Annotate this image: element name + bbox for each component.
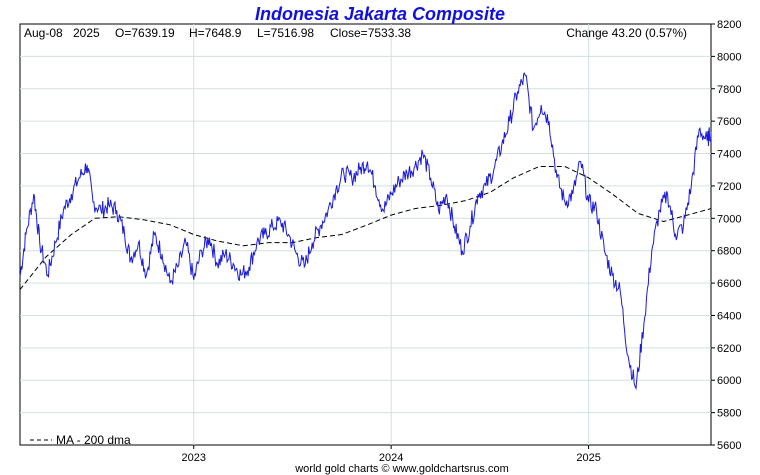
- price-line: [19, 72, 712, 391]
- info-close: Close=7533.38: [330, 26, 411, 40]
- y-tick-label: 7400: [717, 149, 741, 161]
- y-tick-label: 5600: [717, 440, 741, 452]
- chart-title: Indonesia Jakarta Composite: [255, 4, 505, 24]
- x-tick-label: 2025: [576, 452, 600, 464]
- plot-area: [19, 23, 712, 446]
- footer-credit: world gold charts © www.goldchartsrus.co…: [294, 463, 509, 475]
- ma-layer: [19, 166, 712, 290]
- y-tick-label: 6800: [717, 246, 741, 258]
- info-high: H=7648.9: [189, 26, 242, 40]
- y-tick-label: 5800: [717, 408, 741, 420]
- y-tick-label: 6400: [717, 310, 741, 322]
- info-year: 2025: [73, 26, 100, 40]
- info-low: L=7516.98: [257, 26, 314, 40]
- ma-200-line: [19, 166, 712, 290]
- y-tick-label: 7600: [717, 116, 741, 128]
- info-open: O=7639.19: [115, 26, 175, 40]
- y-tick-label: 6000: [717, 375, 741, 387]
- x-tick-label: 2023: [181, 452, 205, 464]
- info-change: Change 43.20 (0.57%): [566, 26, 687, 40]
- y-tick-label: 7000: [717, 213, 741, 225]
- y-tick-label: 7200: [717, 181, 741, 193]
- grid-lines: [20, 24, 711, 445]
- y-tick-label: 6600: [717, 278, 741, 290]
- y-tick-label: 8200: [717, 19, 741, 31]
- x-tick-label: 2024: [379, 452, 403, 464]
- price-layer: [19, 72, 712, 391]
- info-date: Aug-08: [24, 26, 63, 40]
- y-tick-label: 7800: [717, 84, 741, 96]
- legend-ma-label: MA - 200 dma: [56, 433, 131, 447]
- y-axis: 5600 5800 6000 6200 6400 6600 6800 7000 7200 7400…: [711, 19, 741, 452]
- y-tick-label: 8000: [717, 51, 741, 63]
- x-axis: 2023 2024 2025: [181, 445, 601, 464]
- y-tick-label: 6200: [717, 343, 741, 355]
